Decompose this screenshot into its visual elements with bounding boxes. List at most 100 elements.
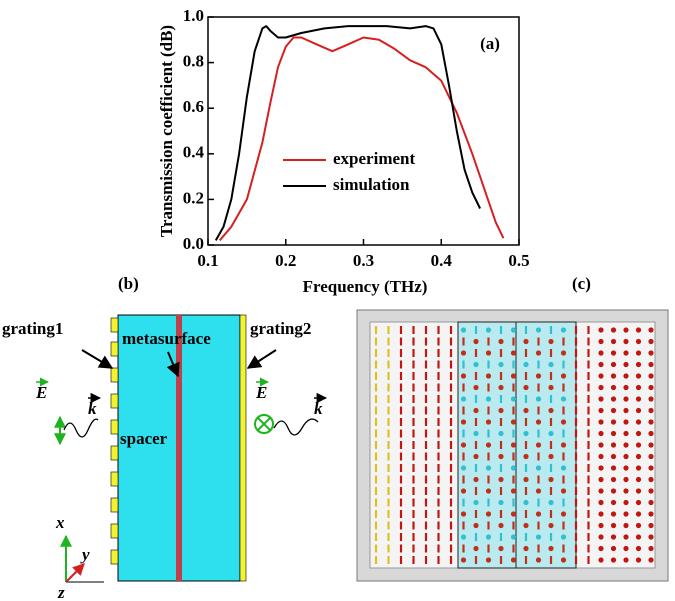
field-dot xyxy=(610,545,617,552)
field-dot xyxy=(623,350,629,356)
field-dot xyxy=(473,430,479,437)
field-dot xyxy=(548,522,554,529)
field-out-symbol xyxy=(257,417,271,431)
x-axis-label: Frequency (THz) xyxy=(303,277,428,296)
field-dot xyxy=(623,407,629,414)
field-dot xyxy=(548,545,554,552)
field-dot xyxy=(473,476,479,483)
field-dot xyxy=(523,384,529,391)
field-dot xyxy=(498,545,504,552)
field-dot xyxy=(598,545,604,552)
field-dot xyxy=(635,361,642,368)
field-dot xyxy=(648,338,654,345)
panel-label: (c) xyxy=(572,274,591,293)
field-dot xyxy=(485,511,492,517)
field-dot xyxy=(560,396,567,402)
field-dot xyxy=(498,453,504,460)
x-tick-label: 0.1 xyxy=(197,251,218,270)
field-dot xyxy=(623,384,629,391)
grating-right-layer xyxy=(239,314,247,582)
field-dot xyxy=(635,396,642,402)
field-dot xyxy=(535,373,542,379)
field-dot xyxy=(648,476,654,483)
field-dot xyxy=(635,522,642,529)
field-dot xyxy=(485,373,492,379)
field-dot xyxy=(473,361,479,368)
field-dot xyxy=(548,476,554,483)
field-dot xyxy=(598,407,604,414)
field-dot xyxy=(560,488,567,494)
field-dot xyxy=(610,499,617,506)
wave-label: k xyxy=(314,399,323,418)
y-axis-label: Transmission coefficient (dB) xyxy=(157,25,176,237)
field-dot xyxy=(635,350,642,356)
field-dot xyxy=(623,499,629,506)
field-dot xyxy=(648,453,654,460)
field-dot xyxy=(523,407,529,414)
y-tick-label: 1.0 xyxy=(183,6,204,25)
field-dot xyxy=(510,396,517,402)
field-dot xyxy=(648,488,654,494)
field-dot xyxy=(548,338,554,345)
field-dot xyxy=(623,453,629,460)
field-dot xyxy=(460,442,467,448)
field-dot xyxy=(560,350,567,356)
field-dot xyxy=(648,499,654,506)
wave-label: k xyxy=(88,399,97,418)
field-dot xyxy=(648,361,654,368)
field-dot xyxy=(473,384,479,391)
field-dot xyxy=(598,350,604,356)
field-dot xyxy=(535,465,542,471)
field-dot xyxy=(460,465,467,471)
field-dot xyxy=(460,373,467,379)
field-dot xyxy=(635,488,642,494)
y-tick-label: 0.8 xyxy=(183,52,204,71)
field-dot xyxy=(535,442,542,448)
field-dot xyxy=(548,407,554,414)
field-dot xyxy=(510,488,517,494)
field-dot xyxy=(523,476,529,483)
field-dot xyxy=(610,338,617,345)
field-dot xyxy=(648,545,654,552)
wave xyxy=(273,418,319,436)
field-dot xyxy=(635,430,642,437)
field-dot xyxy=(598,442,604,448)
field-dot xyxy=(598,499,604,506)
field-dot xyxy=(610,384,617,391)
field-dot xyxy=(548,453,554,460)
field-dot xyxy=(648,396,654,402)
field-label: E xyxy=(255,383,267,402)
y-tick-label: 0.2 xyxy=(183,188,204,207)
field-dot xyxy=(598,453,604,460)
field-dot xyxy=(523,361,529,368)
x-tick-label: 0.3 xyxy=(353,251,374,270)
field-dot xyxy=(460,327,467,333)
wave xyxy=(63,418,99,438)
field-dot xyxy=(598,396,604,402)
field-dot xyxy=(510,373,517,379)
field-dot xyxy=(510,442,517,448)
field-dot xyxy=(610,511,617,517)
arrow xyxy=(246,349,277,369)
x-tick-label: 0.2 xyxy=(275,251,296,270)
field-dot xyxy=(610,442,617,448)
y-tick-label: 0.6 xyxy=(183,97,204,116)
field-dot xyxy=(535,396,542,402)
field-dot xyxy=(485,327,492,333)
field-dot xyxy=(535,488,542,494)
field-dot xyxy=(523,499,529,506)
field-dot xyxy=(623,465,629,471)
field-dot xyxy=(485,419,492,425)
field-dot xyxy=(610,522,617,529)
field-dot xyxy=(598,511,604,517)
field-dot xyxy=(598,361,604,368)
field-dot xyxy=(623,373,629,379)
field-dot xyxy=(635,327,642,333)
x-tick-label: 0.5 xyxy=(508,251,529,270)
field-dot xyxy=(560,534,567,540)
field-dot xyxy=(610,396,617,402)
field-dot xyxy=(623,442,629,448)
field-dot xyxy=(473,453,479,460)
field-dot xyxy=(473,499,479,506)
field-dot xyxy=(635,534,642,540)
